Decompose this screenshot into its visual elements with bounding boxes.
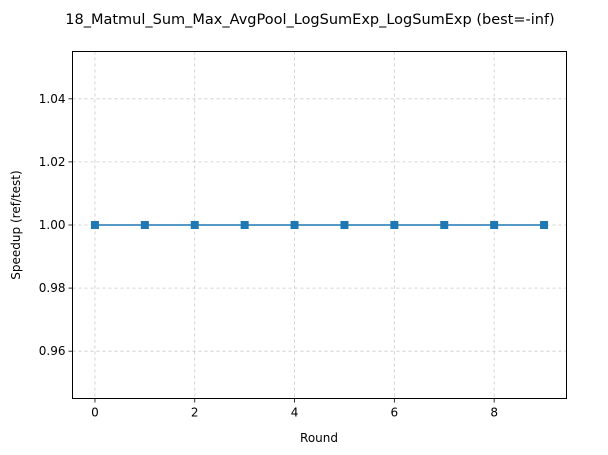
data-point-marker (540, 221, 549, 229)
data-point-marker (240, 221, 249, 229)
x-axis: 0 2 4 6 8 (91, 398, 498, 420)
series-layer (90, 221, 549, 229)
data-point-marker (340, 221, 349, 229)
data-point-marker (440, 221, 449, 229)
data-point-marker (490, 221, 499, 229)
data-point-marker (140, 221, 149, 229)
y-axis: 0.96 0.98 1.00 1.02 1.04 (39, 92, 73, 358)
x-tick-label: 2 (191, 406, 199, 420)
x-axis-label: Round (300, 431, 338, 445)
data-point-marker (290, 221, 299, 229)
y-tick-label: 0.96 (39, 344, 66, 358)
data-point-marker (390, 221, 399, 229)
y-tick-label: 1.00 (39, 218, 66, 232)
x-tick-label: 4 (291, 406, 299, 420)
y-axis-label: Speedup (ref/test) (9, 170, 23, 279)
data-point-marker (90, 221, 99, 229)
y-tick-label: 1.04 (39, 92, 66, 106)
y-tick-label: 1.02 (39, 155, 66, 169)
x-tick-label: 0 (91, 406, 99, 420)
y-tick-label: 0.98 (39, 281, 66, 295)
data-point-marker (190, 221, 199, 229)
x-tick-label: 6 (391, 406, 399, 420)
chart-title: 18_Matmul_Sum_Max_AvgPool_LogSumExp_LogS… (65, 12, 554, 28)
x-tick-label: 8 (490, 406, 498, 420)
